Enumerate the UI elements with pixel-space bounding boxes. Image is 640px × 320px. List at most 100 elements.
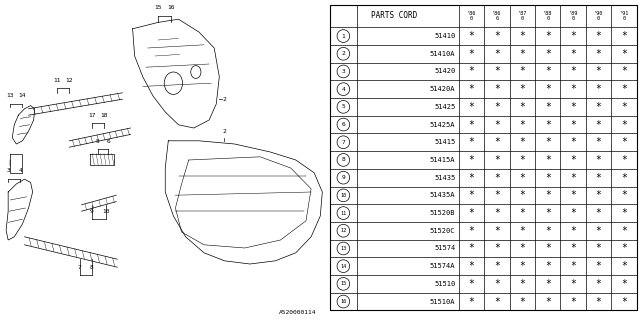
Text: '89
0: '89 0	[568, 11, 578, 21]
Text: *: *	[545, 279, 550, 289]
Text: *: *	[468, 173, 474, 183]
Text: 51425: 51425	[434, 104, 456, 110]
Text: 51425A: 51425A	[430, 122, 456, 128]
Text: *: *	[545, 173, 550, 183]
Text: *: *	[596, 31, 602, 41]
Text: *: *	[468, 137, 474, 147]
Text: 18: 18	[100, 113, 108, 118]
Text: 51410: 51410	[434, 33, 456, 39]
Text: *: *	[621, 102, 627, 112]
Text: *: *	[494, 208, 500, 218]
Text: *: *	[468, 190, 474, 200]
Text: *: *	[621, 67, 627, 76]
Text: *: *	[570, 84, 576, 94]
Text: *: *	[545, 244, 550, 253]
Text: 51574: 51574	[434, 245, 456, 252]
Text: *: *	[596, 190, 602, 200]
Text: *: *	[621, 137, 627, 147]
Text: *: *	[494, 190, 500, 200]
Text: *: *	[519, 137, 525, 147]
Text: *: *	[519, 49, 525, 59]
Text: '88
0: '88 0	[543, 11, 552, 21]
Text: 8: 8	[342, 157, 345, 163]
Text: *: *	[570, 137, 576, 147]
Text: 1: 1	[342, 34, 345, 38]
Text: *: *	[545, 190, 550, 200]
Text: 51415: 51415	[434, 139, 456, 145]
Text: *: *	[494, 102, 500, 112]
Text: *: *	[596, 137, 602, 147]
Text: *: *	[519, 226, 525, 236]
Text: *: *	[545, 208, 550, 218]
Text: *: *	[596, 155, 602, 165]
Text: *: *	[545, 155, 550, 165]
Text: *: *	[545, 226, 550, 236]
Text: 51574A: 51574A	[430, 263, 456, 269]
Text: *: *	[468, 84, 474, 94]
Text: *: *	[621, 155, 627, 165]
Text: A520000114: A520000114	[278, 310, 316, 315]
Text: 51415A: 51415A	[430, 157, 456, 163]
Text: *: *	[468, 208, 474, 218]
Text: 5: 5	[342, 104, 345, 109]
Text: *: *	[494, 226, 500, 236]
Text: 15: 15	[154, 4, 162, 10]
Text: *: *	[519, 67, 525, 76]
Text: *: *	[519, 297, 525, 307]
Text: *: *	[570, 208, 576, 218]
Text: *: *	[621, 261, 627, 271]
Text: *: *	[545, 49, 550, 59]
Text: *: *	[570, 297, 576, 307]
Text: *: *	[468, 31, 474, 41]
Text: *: *	[621, 226, 627, 236]
Text: *: *	[570, 31, 576, 41]
Text: *: *	[519, 244, 525, 253]
Text: *: *	[494, 49, 500, 59]
Text: *: *	[621, 279, 627, 289]
Text: '90
0: '90 0	[594, 11, 604, 21]
Text: *: *	[519, 279, 525, 289]
Text: *: *	[468, 120, 474, 130]
Text: 14: 14	[340, 264, 346, 269]
Text: *: *	[596, 173, 602, 183]
Text: 51520B: 51520B	[430, 210, 456, 216]
Text: '86
0: '86 0	[467, 11, 476, 21]
Text: 16: 16	[340, 299, 346, 304]
Text: *: *	[621, 244, 627, 253]
Text: *: *	[494, 31, 500, 41]
Text: *: *	[494, 120, 500, 130]
Text: *: *	[570, 102, 576, 112]
Text: *: *	[468, 49, 474, 59]
Text: 51435: 51435	[434, 175, 456, 181]
Text: *: *	[468, 67, 474, 76]
Text: *: *	[570, 155, 576, 165]
Text: *: *	[494, 297, 500, 307]
Text: *: *	[621, 84, 627, 94]
Text: *: *	[545, 84, 550, 94]
Text: 10: 10	[340, 193, 346, 198]
Text: *: *	[494, 173, 500, 183]
Text: 11: 11	[340, 211, 346, 216]
Text: 51420A: 51420A	[430, 86, 456, 92]
Text: PARTS CORD: PARTS CORD	[371, 12, 417, 20]
Text: *: *	[545, 67, 550, 76]
Text: *: *	[545, 261, 550, 271]
Text: 15: 15	[340, 281, 346, 286]
Text: *: *	[570, 261, 576, 271]
Text: 51520C: 51520C	[430, 228, 456, 234]
Text: 7: 7	[77, 265, 81, 270]
Text: *: *	[596, 120, 602, 130]
Text: 17: 17	[88, 113, 95, 118]
Text: *: *	[468, 261, 474, 271]
Text: *: *	[468, 102, 474, 112]
Text: *: *	[468, 279, 474, 289]
Text: *: *	[621, 120, 627, 130]
Text: *: *	[519, 208, 525, 218]
Text: 51435A: 51435A	[430, 192, 456, 198]
Text: *: *	[621, 208, 627, 218]
Text: *: *	[570, 226, 576, 236]
Text: 11: 11	[53, 78, 61, 83]
Text: *: *	[468, 155, 474, 165]
Text: *: *	[545, 297, 550, 307]
Text: 14: 14	[19, 92, 26, 98]
